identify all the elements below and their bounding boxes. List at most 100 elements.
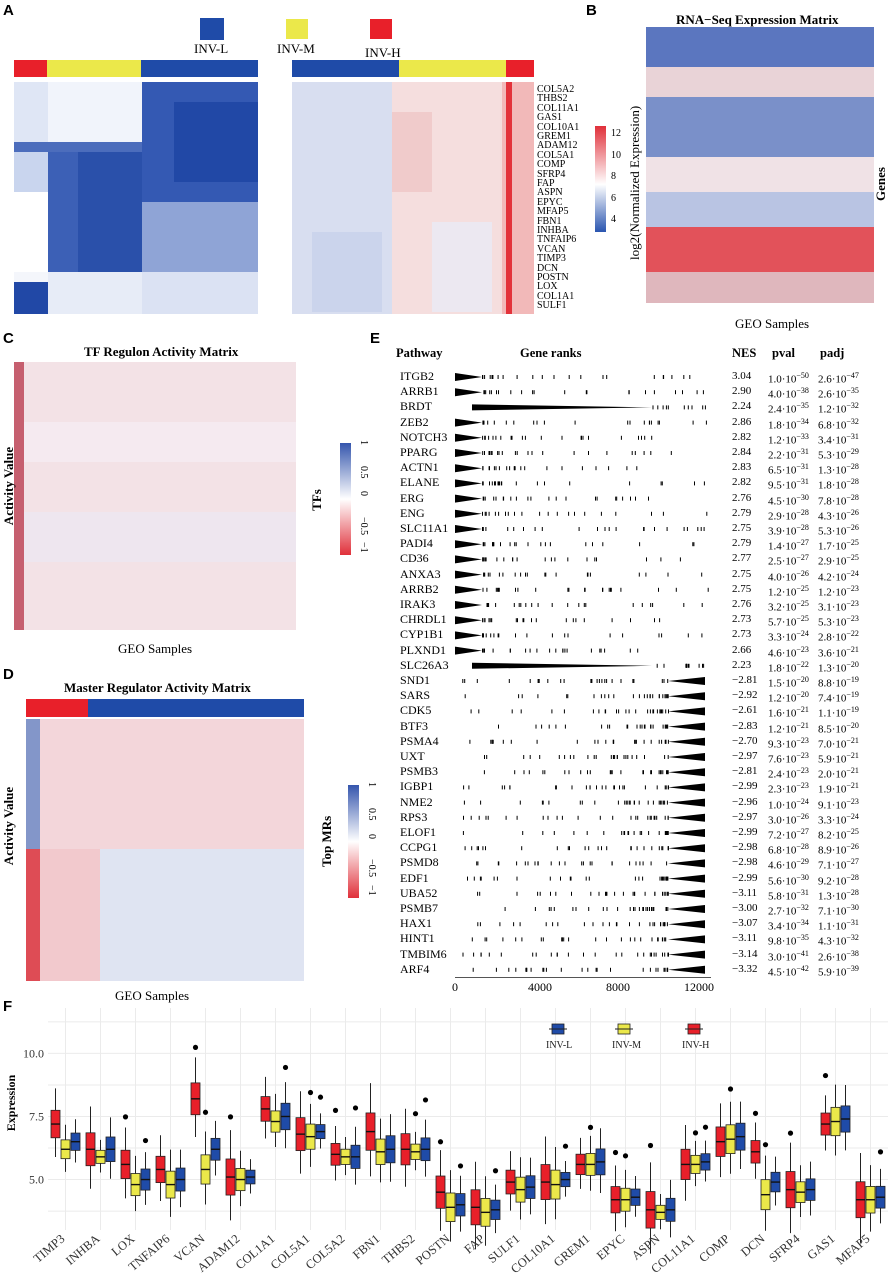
pval-value: 1.6·10−21	[768, 703, 809, 721]
rank-row-padi4	[455, 540, 695, 549]
nes-value: −2.81	[732, 765, 758, 778]
gene-label: SFRP4	[537, 168, 566, 180]
pval-exponent: −25	[796, 599, 809, 608]
gene-label: VCAN	[537, 243, 566, 255]
pval-mantissa: 6.8·10	[768, 844, 797, 857]
scale-tick-label: 8	[611, 171, 616, 182]
padj-value: 4.3·10−26	[818, 506, 859, 524]
pval-value: 3.4·10−34	[768, 916, 809, 934]
panel-b-ylabel: log2(Normalized Expression)	[627, 105, 642, 260]
pval-exponent: −38	[796, 386, 809, 396]
padj-value: 5.9·10−39	[818, 962, 859, 980]
pval-value: 6.5·10−31	[768, 460, 809, 478]
nes-value: 2.82	[732, 430, 752, 443]
gsea-header-ranks: Gene ranks	[520, 346, 582, 360]
padj-exponent: −20	[846, 659, 859, 669]
panel-c-ylabel: Activity Value	[1, 446, 16, 526]
pval-mantissa: 1.2·10	[768, 723, 797, 736]
pval-mantissa: 1.2·10	[768, 586, 797, 599]
gene-label: COL1A1	[537, 290, 575, 302]
pval-exponent: −41	[796, 948, 809, 958]
scale-tick-label: 1	[358, 440, 369, 445]
pval-value: 2.2·10−31	[768, 445, 809, 463]
pval-mantissa: 5.6·10	[768, 875, 797, 888]
plot-area	[48, 1008, 888, 1230]
outlier-point	[787, 1130, 794, 1136]
gene-label: DCN	[537, 262, 559, 274]
padj-mantissa: 7.0·10	[818, 738, 847, 751]
padj-exponent: −35	[846, 386, 859, 396]
gene-label: SULF1	[537, 300, 567, 312]
padj-mantissa: 7.8·10	[818, 495, 847, 508]
x-category-label: POSTN	[413, 1232, 452, 1268]
padj-mantissa: 6.8·10	[818, 419, 847, 432]
nes-value: 2.79	[732, 506, 752, 519]
panel-d-ylabel: Activity Value	[1, 786, 16, 866]
x-category-label: FAP	[462, 1232, 488, 1257]
pval-value: 1.0·10−50	[768, 369, 809, 387]
nes-value: 2.73	[732, 628, 752, 641]
scale-tick-label: 0.5	[366, 807, 377, 821]
outlier-point	[412, 1111, 419, 1117]
rank-row-hax1	[477, 920, 705, 929]
pval-value: 1.0·10−24	[768, 795, 809, 813]
pathway-name: PSMB7	[400, 901, 439, 915]
pval-exponent: −27	[796, 827, 809, 836]
nes-value: −2.81	[732, 674, 758, 686]
scale-tick-label: 1	[366, 782, 377, 787]
rank-row-slc26a3	[472, 662, 705, 669]
outlier-point	[647, 1142, 654, 1149]
nes-value: −3.11	[732, 932, 758, 945]
pval-mantissa: 6.5·10	[768, 464, 797, 477]
pval-mantissa: 7.2·10	[768, 829, 797, 842]
pval-value: 2.7·10−32	[768, 901, 809, 919]
pval-exponent: −23	[796, 751, 809, 760]
nes-value: 2.86	[732, 415, 752, 428]
pathway-name: BRDT	[400, 399, 433, 414]
padj-value: 1.3·10−28	[818, 460, 859, 478]
padj-mantissa: 5.3·10	[818, 525, 847, 538]
scale-tick-label: 4	[611, 214, 616, 225]
padj-value: 3.3·10−24	[818, 810, 859, 828]
pval-exponent: −23	[796, 644, 809, 654]
rank-row-snd1	[462, 677, 705, 685]
pval-exponent: −42	[796, 963, 809, 973]
pathway-name: SLC11A1	[400, 521, 449, 535]
gene-label: GREM1	[537, 131, 571, 142]
y-tick-label: 5.0	[29, 1173, 44, 1187]
padj-exponent: −25	[846, 553, 859, 563]
pval-mantissa: 9.3·10	[768, 738, 797, 751]
pval-mantissa: 5.8·10	[768, 890, 797, 903]
pathway-name: HINT1	[400, 931, 435, 946]
consensus-matrix	[14, 82, 258, 314]
padj-mantissa: 1.3·10	[818, 464, 847, 477]
gene-label: COL11A1	[537, 102, 579, 114]
gene-label: FBN1	[537, 215, 562, 227]
signature-heatmap	[292, 82, 534, 314]
padj-exponent: −19	[846, 705, 859, 715]
padj-value: 9.1·10−23	[818, 795, 859, 813]
padj-mantissa: 1.3·10	[818, 890, 847, 903]
padj-value: 8.5·10−20	[818, 719, 859, 737]
padj-exponent: −25	[846, 827, 859, 836]
padj-exponent: −28	[846, 887, 859, 897]
padj-mantissa: 3.6·10	[818, 647, 847, 660]
padj-mantissa: 8.8·10	[818, 677, 847, 690]
outlier-point	[202, 1109, 209, 1115]
rank-row-psma4	[469, 737, 705, 746]
padj-value: 3.1·10−23	[818, 597, 859, 615]
rank-row-brdt	[472, 404, 706, 411]
padj-mantissa: 1.2·10	[818, 586, 847, 599]
scale-tick-label: 12	[611, 128, 621, 139]
rank-row-arrb2	[455, 585, 709, 594]
outlier-point	[622, 1153, 629, 1159]
scale-tick-label: −1	[366, 885, 377, 896]
padj-value: 8.2·10−25	[818, 825, 859, 843]
pval-exponent: −26	[796, 568, 809, 578]
padj-exponent: −32	[846, 401, 859, 411]
rank-row-elane	[455, 479, 705, 488]
padj-exponent: −23	[846, 599, 859, 608]
legend-label-inv-m: INV-M	[277, 41, 315, 56]
pval-exponent: −26	[796, 811, 809, 821]
pathway-name: CYP1B1	[400, 627, 444, 642]
